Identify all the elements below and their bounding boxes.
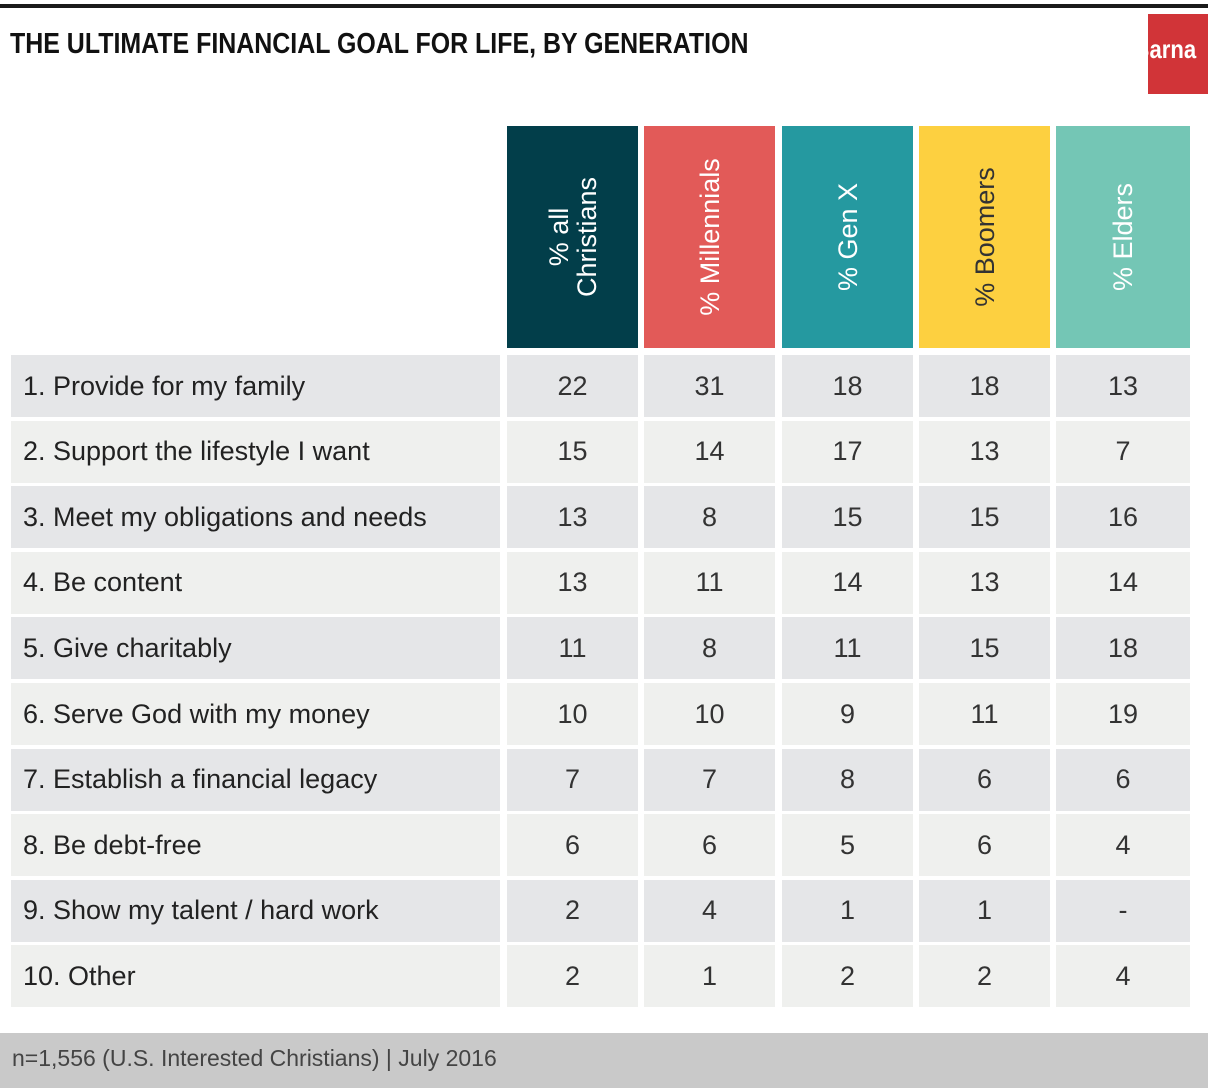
row-label: 2. Support the lifestyle I want <box>11 420 500 483</box>
footnote: n=1,556 (U.S. Interested Christians) | J… <box>12 1045 497 1071</box>
value-cell: 15 <box>782 486 913 549</box>
value-cell: 4 <box>644 879 775 942</box>
footer: n=1,556 (U.S. Interested Christians) | J… <box>0 1033 1208 1088</box>
column-header-label: % Elders <box>1108 182 1138 292</box>
row-label: 4. Be content <box>11 551 500 614</box>
value-cell: 1 <box>644 945 775 1008</box>
value-cell: 11 <box>507 617 638 680</box>
value-cell: 13 <box>507 486 638 549</box>
value-cell: 18 <box>1056 617 1190 680</box>
value-cell: 18 <box>919 355 1050 417</box>
value-cell: 1 <box>782 879 913 942</box>
row-label: 6. Serve God with my money <box>11 683 500 745</box>
logo-text: Barna <box>1133 34 1197 64</box>
value-cell: 15 <box>507 420 638 483</box>
value-cell: 18 <box>782 355 913 417</box>
row-label: 7. Establish a financial legacy <box>11 748 500 811</box>
value-cell: 8 <box>782 748 913 811</box>
value-cell: 5 <box>782 814 913 877</box>
value-cell: 6 <box>1056 748 1190 811</box>
value-cell: 13 <box>1056 355 1190 417</box>
column-header: % Boomers <box>919 126 1050 348</box>
column-header-label: % Millennials <box>694 158 725 316</box>
column-header-label: % Gen X <box>832 182 863 292</box>
column-header-label: % Boomers <box>969 167 1000 307</box>
column-header-label: % all Christians <box>543 176 602 298</box>
value-cell: 6 <box>919 748 1050 811</box>
value-cell: 17 <box>782 420 913 483</box>
value-cell: 14 <box>782 551 913 614</box>
value-cell: 2 <box>919 945 1050 1008</box>
value-cell: 10 <box>644 683 775 745</box>
value-cell: 11 <box>782 617 913 680</box>
value-cell: 22 <box>507 355 638 417</box>
column-header: % Gen X <box>782 126 913 348</box>
value-cell: 2 <box>782 945 913 1008</box>
column-header: % Elders <box>1056 126 1190 348</box>
value-cell: 7 <box>507 748 638 811</box>
row-label: 9. Show my talent / hard work <box>11 879 500 942</box>
value-cell: 14 <box>644 420 775 483</box>
value-cell: 13 <box>919 551 1050 614</box>
column-header: % Millennials <box>644 126 775 348</box>
row-label: 10. Other <box>11 945 500 1008</box>
value-cell: 13 <box>919 420 1050 483</box>
value-cell: 9 <box>782 683 913 745</box>
value-cell: 19 <box>1056 683 1190 745</box>
value-cell: 2 <box>507 879 638 942</box>
row-label: 1. Provide for my family <box>11 355 500 417</box>
value-cell: 10 <box>507 683 638 745</box>
row-label: 8. Be debt-free <box>11 814 500 877</box>
value-cell: 15 <box>919 486 1050 549</box>
value-cell: 6 <box>919 814 1050 877</box>
row-label: 3. Meet my obligations and needs <box>11 486 500 549</box>
value-cell: 6 <box>644 814 775 877</box>
value-cell: 14 <box>1056 551 1190 614</box>
chart-title: THE ULTIMATE FINANCIAL GOAL FOR LIFE, BY… <box>10 28 749 60</box>
barna-logo: Barna <box>1134 14 1208 94</box>
value-cell: 11 <box>644 551 775 614</box>
value-cell: 8 <box>644 617 775 680</box>
value-cell: 7 <box>644 748 775 811</box>
value-cell: 7 <box>1056 420 1190 483</box>
value-cell: - <box>1056 879 1190 942</box>
column-header: % all Christians <box>507 126 638 348</box>
value-cell: 31 <box>644 355 775 417</box>
value-cell: 13 <box>507 551 638 614</box>
row-label: 5. Give charitably <box>11 617 500 680</box>
value-cell: 4 <box>1056 814 1190 877</box>
value-cell: 2 <box>507 945 638 1008</box>
value-cell: 4 <box>1056 945 1190 1008</box>
value-cell: 6 <box>507 814 638 877</box>
value-cell: 11 <box>919 683 1050 745</box>
top-rule <box>0 4 1208 8</box>
value-cell: 1 <box>919 879 1050 942</box>
value-cell: 16 <box>1056 486 1190 549</box>
value-cell: 8 <box>644 486 775 549</box>
value-cell: 15 <box>919 617 1050 680</box>
